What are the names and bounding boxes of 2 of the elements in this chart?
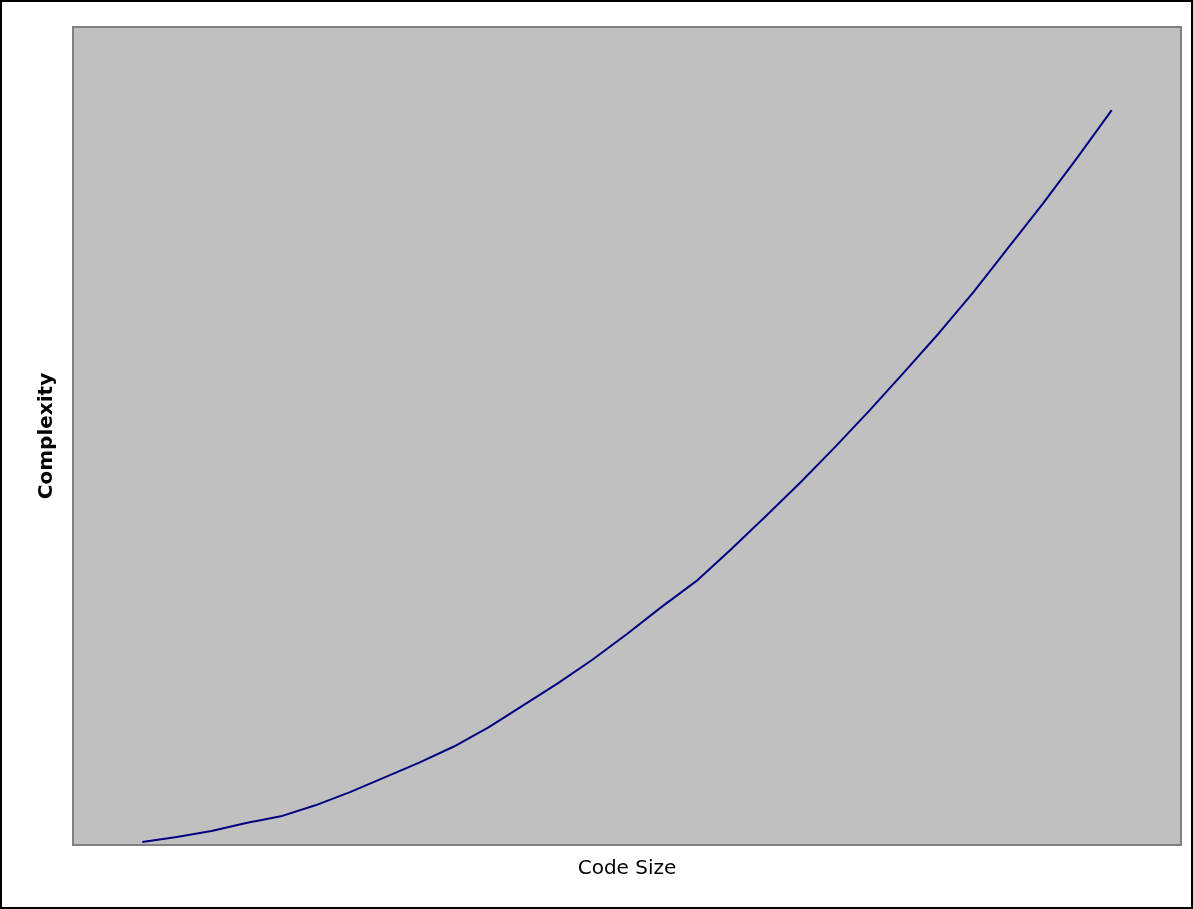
y-axis-title: Complexity bbox=[33, 372, 58, 500]
x-axis-title: Code Size bbox=[577, 855, 677, 880]
